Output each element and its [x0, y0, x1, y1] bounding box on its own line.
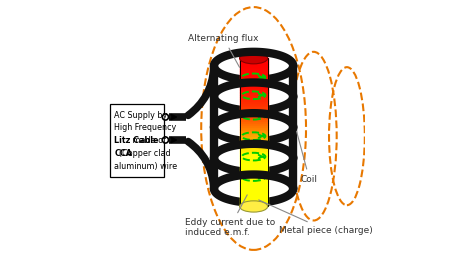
Text: High Frequency: High Frequency: [114, 123, 176, 132]
Bar: [239, 116, 268, 117]
Bar: [239, 101, 268, 103]
Bar: [239, 68, 268, 69]
Bar: [239, 64, 268, 66]
Bar: [239, 175, 268, 177]
Text: (Copper clad: (Copper clad: [119, 149, 171, 158]
Text: aluminum) wire: aluminum) wire: [114, 162, 177, 171]
Bar: [239, 192, 268, 194]
Bar: [239, 171, 268, 173]
Bar: [239, 71, 268, 73]
Bar: [239, 190, 268, 192]
Bar: [239, 127, 268, 128]
Bar: [239, 173, 268, 175]
Text: Metal piece (charge): Metal piece (charge): [259, 200, 373, 235]
Bar: [239, 99, 268, 101]
Bar: [239, 97, 268, 99]
Text: Litz Cable: Litz Cable: [114, 136, 159, 145]
Text: made of: made of: [130, 136, 165, 145]
Bar: [239, 95, 268, 97]
Bar: [239, 69, 268, 71]
Text: Eddy current due to
induced e.m.f.: Eddy current due to induced e.m.f.: [184, 195, 275, 237]
Bar: [239, 91, 268, 93]
FancyBboxPatch shape: [110, 104, 164, 177]
Bar: [239, 80, 268, 82]
Bar: [239, 134, 268, 136]
Bar: [239, 90, 268, 91]
Bar: [239, 77, 268, 79]
Text: AC Supply by: AC Supply by: [114, 111, 167, 120]
Bar: [239, 182, 268, 184]
Bar: [239, 136, 268, 138]
Bar: [239, 147, 268, 149]
Ellipse shape: [239, 53, 268, 64]
Bar: [239, 149, 268, 151]
Bar: [239, 84, 268, 86]
Bar: [239, 158, 268, 160]
Bar: [239, 177, 268, 179]
Bar: [239, 128, 268, 131]
Bar: [239, 103, 268, 105]
Bar: [239, 162, 268, 164]
Bar: [239, 62, 268, 64]
Bar: [239, 203, 268, 205]
Bar: [239, 154, 268, 157]
Bar: [239, 105, 268, 106]
Bar: [239, 86, 268, 88]
Bar: [239, 132, 268, 134]
Bar: [239, 168, 268, 169]
Bar: [239, 79, 268, 80]
Circle shape: [163, 114, 168, 120]
Bar: [239, 197, 268, 199]
Bar: [239, 179, 268, 180]
Bar: [239, 108, 268, 110]
Text: CCA: CCA: [114, 149, 132, 158]
Bar: [239, 121, 268, 123]
Bar: [239, 188, 268, 190]
Bar: [239, 73, 268, 75]
Circle shape: [163, 137, 168, 143]
Bar: [239, 153, 268, 154]
Bar: [239, 169, 268, 171]
Bar: [239, 60, 268, 62]
Bar: [239, 199, 268, 201]
Ellipse shape: [239, 201, 268, 212]
Bar: [239, 151, 268, 153]
Bar: [239, 112, 268, 114]
Bar: [239, 125, 268, 127]
Bar: [239, 93, 268, 95]
Bar: [239, 75, 268, 77]
Text: Coil: Coil: [297, 131, 318, 183]
Bar: [239, 140, 268, 142]
Bar: [239, 160, 268, 162]
Bar: [239, 142, 268, 143]
Bar: [239, 195, 268, 197]
Bar: [239, 82, 268, 84]
Bar: [239, 114, 268, 116]
Bar: [239, 145, 268, 147]
Bar: [239, 157, 268, 158]
Bar: [239, 143, 268, 145]
Bar: [239, 164, 268, 166]
Bar: [239, 88, 268, 90]
Text: Alternating flux: Alternating flux: [189, 34, 259, 67]
Bar: [239, 201, 268, 203]
Bar: [239, 66, 268, 68]
Bar: [239, 106, 268, 108]
Bar: [239, 117, 268, 119]
Bar: [239, 131, 268, 132]
Bar: [239, 58, 268, 60]
Bar: [239, 184, 268, 186]
Bar: [239, 110, 268, 112]
Bar: [239, 180, 268, 182]
Bar: [239, 138, 268, 140]
Bar: [239, 166, 268, 168]
Bar: [239, 194, 268, 195]
Bar: [239, 123, 268, 125]
Bar: [239, 186, 268, 188]
Bar: [239, 119, 268, 121]
Bar: [239, 205, 268, 206]
